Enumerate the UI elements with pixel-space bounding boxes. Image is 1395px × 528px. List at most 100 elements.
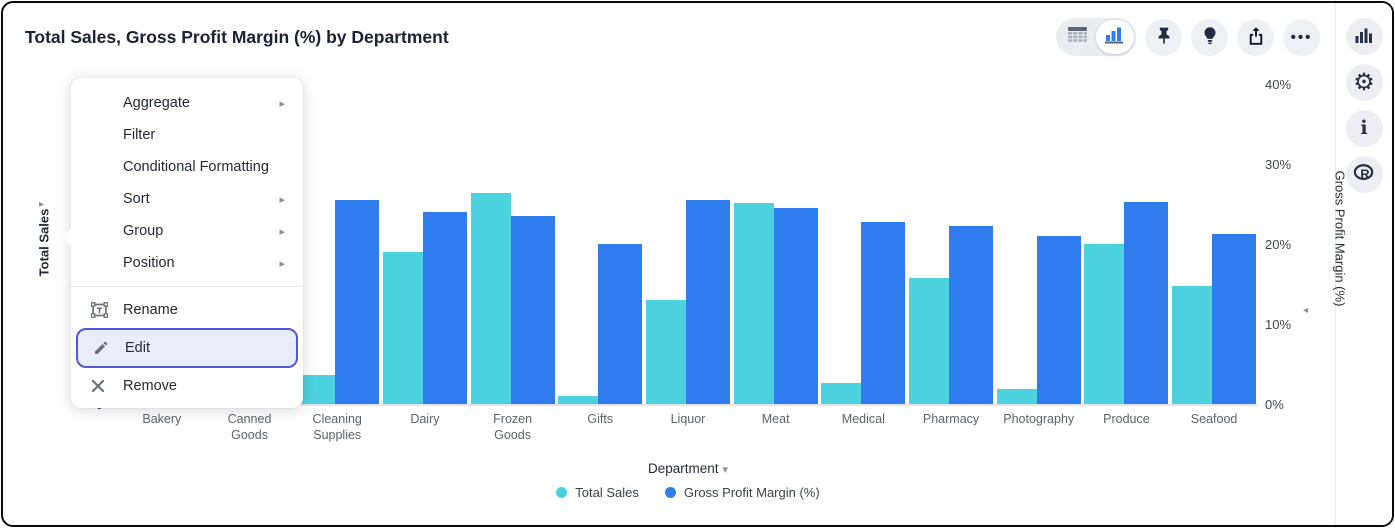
menu-item-aggregate[interactable]: Aggregate ▸ <box>71 87 303 119</box>
department-caret-icon: ▾ <box>722 464 729 476</box>
table-icon <box>1067 26 1088 49</box>
total-sales-bar[interactable] <box>1084 243 1125 404</box>
submenu-caret-icon: ▸ <box>279 193 285 206</box>
gross-profit-margin-bar[interactable] <box>861 221 906 404</box>
chart-panel-button[interactable] <box>1345 18 1383 55</box>
menu-item-label: Edit <box>125 340 150 356</box>
gear-icon: ⚙ <box>1353 68 1375 96</box>
chart-legend: Total Sales Gross Profit Margin (%) <box>118 485 1258 500</box>
gross-profit-margin-bar[interactable] <box>510 216 555 404</box>
x-axis-title[interactable]: Department ▾ <box>647 461 729 476</box>
x-axis-label: Bakery <box>142 412 182 426</box>
bar-group-meat <box>732 81 820 404</box>
bar-chart-icon <box>1105 26 1125 49</box>
chart-view-button[interactable] <box>1096 20 1134 54</box>
right-axis-tick: 40% <box>1265 77 1292 92</box>
menu-item-rename[interactable]: Rename <box>71 294 303 326</box>
menu-item-label: Conditional Formatting <box>123 159 269 175</box>
gross-profit-margin-bar[interactable] <box>422 212 467 404</box>
export-icon <box>1246 26 1266 49</box>
total-sales-bar[interactable] <box>733 203 774 404</box>
bar-chart-icon <box>1355 26 1373 47</box>
x-axis-label: Liquor <box>670 412 706 426</box>
insights-button[interactable] <box>1191 18 1228 56</box>
total-sales-bar[interactable] <box>645 299 686 404</box>
settings-button[interactable]: ⚙ <box>1345 64 1383 101</box>
gross-profit-margin-bar[interactable] <box>598 244 643 404</box>
page-title: Total Sales, Gross Profit Margin (%) by … <box>25 27 449 47</box>
menu-item-group[interactable]: Group ▸ <box>71 215 303 247</box>
gross-profit-margin-bar[interactable] <box>1036 236 1081 404</box>
menu-divider <box>71 286 303 287</box>
info-icon: i <box>1360 117 1368 139</box>
menu-item-sort[interactable]: Sort ▸ <box>71 183 303 215</box>
menu-item-edit[interactable]: Edit <box>76 328 298 368</box>
legend-dot-icon <box>664 487 676 498</box>
submenu-caret-icon: ▸ <box>279 225 285 238</box>
info-button[interactable]: i <box>1345 110 1383 147</box>
gross-profit-margin-bar[interactable] <box>1212 234 1257 404</box>
gross-profit-margin-bar[interactable] <box>1124 202 1169 404</box>
x-axis-label: Medical <box>841 412 885 426</box>
menu-item-filter[interactable]: Filter <box>71 119 303 151</box>
rename-icon <box>91 302 108 319</box>
view-toggle <box>1056 18 1136 56</box>
menu-item-label: Remove <box>123 378 177 394</box>
context-menu: Aggregate ▸ Filter Conditional Formatting So… <box>62 78 303 408</box>
more-options-button[interactable]: ••• <box>1283 18 1320 56</box>
bar-group-produce <box>1083 81 1171 404</box>
x-axis-label: Seafood <box>1190 412 1238 426</box>
menu-item-label: Group <box>123 223 164 239</box>
right-axis-caret-icon: ◂ <box>1303 305 1309 316</box>
export-button[interactable] <box>1237 18 1274 56</box>
menu-item-remove[interactable]: Remove <box>71 370 303 402</box>
remove-x-icon <box>91 379 105 393</box>
bar-group-pharmacy <box>907 81 995 404</box>
left-axis-title[interactable]: Total Sales <box>36 208 52 277</box>
legend-label: Gross Profit Margin (%) <box>683 485 820 500</box>
menu-item-label: Sort <box>123 191 150 207</box>
menu-item-conditional-formatting[interactable]: Conditional Formatting <box>71 151 303 183</box>
x-axis-label: Frozen Goods <box>493 412 533 442</box>
total-sales-bar[interactable] <box>470 192 511 404</box>
ellipsis-icon: ••• <box>1290 28 1313 46</box>
total-sales-bar[interactable] <box>1172 286 1213 404</box>
total-sales-bar[interactable] <box>996 389 1037 404</box>
widget-toolbar: ••• <box>1056 18 1320 56</box>
menu-item-position[interactable]: Position ▸ <box>71 247 303 279</box>
x-axis-label: Cleaning Supplies <box>312 412 362 442</box>
bar-group-gifts <box>556 81 644 404</box>
right-rail: ⚙ i R <box>1335 3 1392 525</box>
bar-group-cleaning-supplies <box>293 81 381 404</box>
total-sales-bar[interactable] <box>909 278 950 404</box>
legend-item[interactable]: Gross Profit Margin (%) <box>664 485 820 500</box>
svg-text:R: R <box>1360 166 1369 181</box>
x-axis-label: Produce <box>1103 412 1150 426</box>
total-sales-bar[interactable] <box>821 382 862 404</box>
pin-icon <box>1154 26 1174 49</box>
r-language-button[interactable]: R <box>1345 156 1383 193</box>
submenu-caret-icon: ▸ <box>279 257 285 270</box>
x-axis-labels: Bakery Canned Goods Cleaning Supplies Dairy… <box>118 412 1258 443</box>
gross-profit-margin-bar[interactable] <box>685 200 730 404</box>
table-view-button[interactable] <box>1058 20 1096 54</box>
gross-profit-margin-bar[interactable] <box>773 208 818 404</box>
x-axis-label: Pharmacy <box>922 412 980 426</box>
right-axis-tick: 30% <box>1265 157 1292 172</box>
right-axis-tick: 10% <box>1265 317 1292 332</box>
gross-profit-margin-bar[interactable] <box>949 226 994 404</box>
menu-item-label: Aggregate <box>123 95 190 111</box>
menu-item-label: Rename <box>123 302 178 318</box>
x-axis-label: Dairy <box>410 412 440 426</box>
total-sales-bar[interactable] <box>382 251 423 404</box>
submenu-caret-icon: ▸ <box>279 97 285 110</box>
lightbulb-icon <box>1200 26 1220 49</box>
edit-pencil-icon <box>93 340 109 356</box>
bar-group-frozen-goods <box>469 81 557 404</box>
legend-item[interactable]: Total Sales <box>556 485 639 500</box>
gross-profit-margin-bar[interactable] <box>335 200 380 404</box>
right-axis-title[interactable]: Gross Profit Margin (%) <box>1332 170 1348 307</box>
pin-button[interactable] <box>1145 18 1182 56</box>
total-sales-bar[interactable] <box>558 396 599 404</box>
